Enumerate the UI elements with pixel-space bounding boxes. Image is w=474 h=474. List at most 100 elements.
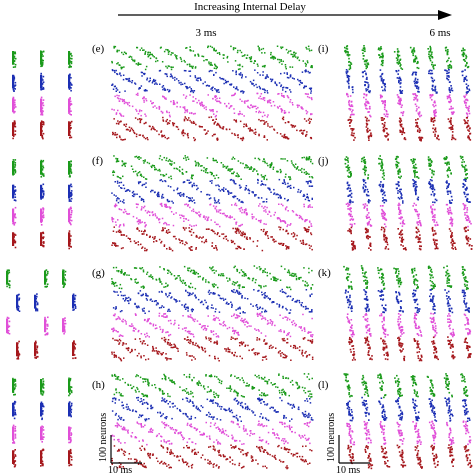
spike-point [217, 200, 219, 203]
spike-point [243, 381, 245, 384]
spike-point [152, 323, 155, 326]
spike-point [182, 438, 184, 441]
spike-point [220, 162, 223, 164]
spike-point [181, 328, 184, 330]
spike-point [307, 45, 310, 48]
spike-column [12, 98, 15, 113]
spike-point [258, 307, 261, 310]
spike-point [232, 436, 234, 438]
spike-point [191, 317, 193, 319]
spike-point [198, 215, 201, 217]
spike-point [158, 291, 161, 293]
spike-point [140, 174, 142, 176]
spike-point [152, 348, 155, 350]
spike-point [264, 309, 267, 312]
spike-point [296, 214, 299, 217]
spike-point [176, 347, 178, 349]
spike-point [140, 230, 143, 232]
spike-point [260, 229, 263, 231]
spike-point [269, 322, 271, 324]
spike-point [310, 311, 312, 313]
spike-point [46, 283, 49, 285]
spike-point [264, 184, 267, 186]
spike-point [155, 278, 157, 281]
spike-point [238, 426, 241, 428]
spike-point [123, 273, 125, 275]
spike-point [41, 187, 44, 190]
spike-point [240, 186, 242, 188]
spike-point [42, 391, 45, 394]
spike-point [295, 56, 297, 58]
spike-point [70, 434, 72, 437]
spike-point [214, 232, 216, 235]
spike-point [70, 172, 73, 174]
spike-point [14, 409, 16, 411]
spike-point [111, 108, 113, 111]
spike-point [154, 213, 156, 215]
spike-point [241, 297, 243, 299]
spike-point [250, 167, 253, 169]
spike-point [181, 215, 184, 217]
spike-point [155, 82, 157, 84]
spike-point [135, 375, 137, 378]
spike-point [221, 431, 223, 433]
spike-point [18, 310, 21, 312]
spike-point [116, 331, 119, 333]
spike-point [166, 285, 169, 287]
spike-point [162, 116, 164, 119]
spike-point [255, 83, 257, 86]
spike-point [170, 164, 173, 166]
spike-point [163, 96, 165, 98]
spike-point [122, 404, 124, 406]
spike-point [289, 101, 291, 103]
spike-point [211, 109, 214, 111]
spike-point [258, 111, 260, 114]
spike-point [114, 204, 117, 207]
spike-point [305, 65, 307, 67]
spike-point [14, 88, 16, 90]
spike-point [282, 388, 284, 391]
spike-point [282, 377, 284, 379]
spike-point [202, 279, 204, 281]
spike-point [229, 83, 231, 86]
spike-point [287, 332, 289, 335]
spike-point [188, 424, 191, 427]
spike-point [14, 189, 17, 191]
spike-point [126, 102, 129, 104]
spike-point [220, 273, 223, 275]
spike-point [14, 196, 17, 198]
spike-point [186, 87, 188, 90]
spike-point [114, 221, 117, 223]
spike-column [68, 122, 71, 136]
spike-point [294, 274, 296, 276]
spike-point [245, 165, 247, 167]
spike-point [310, 113, 312, 116]
spike-point [142, 393, 144, 396]
spike-point [238, 232, 240, 234]
spike-point [125, 343, 127, 345]
spike-point [42, 195, 44, 198]
spike-point [273, 301, 275, 303]
spike-point [42, 433, 45, 435]
spike-point [160, 110, 163, 113]
spike-point [133, 193, 135, 195]
spike-point [311, 395, 313, 398]
spike-point [186, 196, 188, 198]
spike-point [265, 232, 268, 235]
spike-point [190, 393, 192, 395]
spike-point [144, 394, 146, 396]
spike-point [292, 404, 294, 407]
spike-point [300, 304, 302, 306]
spike-point [202, 406, 204, 409]
spike-point [145, 65, 148, 68]
spike-point [263, 356, 265, 358]
spike-point [138, 230, 140, 232]
spike-point [285, 307, 287, 310]
spike-point [258, 205, 260, 207]
spike-point [217, 394, 220, 397]
spike-point [311, 293, 313, 295]
spike-point [245, 164, 247, 166]
spike-point [241, 295, 243, 297]
spike-point [13, 78, 16, 80]
spike-point [158, 218, 161, 220]
